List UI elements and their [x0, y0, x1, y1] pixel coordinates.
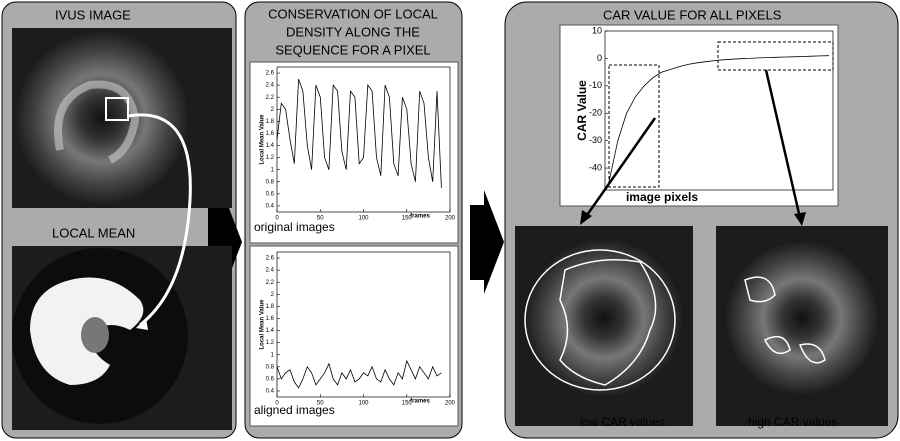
y-tick-label: 1.8 [266, 304, 275, 310]
ivus-image [54, 80, 140, 164]
y-tick-label: 0.8 [266, 364, 275, 370]
y-tick-label: -40 [589, 162, 602, 172]
contour [744, 276, 826, 364]
x-tick-label: 200 [445, 216, 456, 222]
y-tick-label: -30 [589, 135, 602, 145]
x-axis-label: frames [410, 214, 430, 220]
x-tick-label: 100 [358, 216, 369, 222]
y-axis-label: Local Mean Value [260, 299, 266, 350]
y-axis-label: CAR Value [575, 80, 589, 141]
y-tick-label: 1 [271, 352, 275, 358]
y-tick-label: -20 [589, 108, 602, 118]
ivus-image [14, 30, 190, 206]
contour [524, 249, 676, 391]
high-car-image [724, 240, 880, 396]
y-tick-label: 1.2 [266, 340, 275, 346]
local-mean-image [81, 317, 109, 353]
data-line [276, 78, 442, 188]
highlight-box [717, 41, 834, 71]
y-tick-label: 1.4 [266, 143, 275, 149]
y-tick-label: 0.6 [266, 376, 275, 382]
x-tick-label: 100 [358, 401, 369, 407]
y-tick-label: 1 [271, 167, 275, 173]
data-line [276, 359, 442, 389]
panel-title: DENSITY ALONG THE [286, 24, 420, 39]
data-line [608, 55, 830, 182]
chart-background [559, 24, 839, 207]
x-tick-label: 200 [445, 401, 456, 407]
x-axis-label: image pixels [626, 190, 698, 204]
x-tick-label: 0 [275, 401, 279, 407]
y-tick-label: 0.8 [266, 179, 275, 185]
arrow [470, 190, 504, 294]
y-tick-label: 2.4 [266, 268, 275, 274]
low-car-image [524, 238, 684, 398]
panel-title: IVUS IMAGE [55, 7, 131, 22]
x-tick-label: 50 [317, 401, 324, 407]
panel-title: CAR VALUE FOR ALL PIXELS [603, 7, 782, 22]
pointer-arrow [794, 212, 806, 226]
link-arrow [127, 113, 192, 327]
pointer-arrow [580, 210, 592, 225]
y-tick-label: 1.6 [266, 316, 275, 322]
middle-panel: CONSERVATION OF LOCAL DENSITY ALONG THE SE… [249, 6, 459, 427]
y-tick-label: 2 [271, 292, 275, 298]
y-tick-label: 0.4 [266, 389, 275, 395]
y-tick-label: 1.6 [266, 131, 275, 137]
chart-background [249, 245, 459, 427]
y-tick-label: -10 [589, 80, 602, 90]
pointer-arrow [764, 69, 802, 219]
y-tick-label: 1.4 [266, 328, 275, 334]
chart-caption: aligned images [254, 403, 335, 417]
y-tick-label: 1.2 [266, 155, 275, 161]
plot-frame [604, 30, 834, 191]
caption: high CAR values [748, 415, 837, 429]
panel-title: SEQUENCE FOR A PIXEL [275, 42, 430, 57]
y-tick-label: 2.6 [266, 71, 275, 77]
panel-subtitle: LOCAL MEAN [52, 225, 135, 240]
y-axis-label: Local Mean Value [260, 114, 266, 165]
y-tick-label: 0 [597, 53, 602, 63]
x-tick-label: 50 [317, 216, 324, 222]
y-tick-label: 0.4 [266, 204, 275, 210]
y-tick-label: 10 [592, 25, 602, 35]
right-panel: 10 0 -10 -20 -30 -40 CAR Value image pixels [559, 24, 839, 207]
y-tick-label: 2 [271, 107, 275, 113]
y-tick-label: 2.6 [266, 256, 275, 262]
highlight-box [608, 64, 660, 188]
y-tick-label: 0.6 [266, 191, 275, 197]
x-axis-label: frames [410, 399, 430, 405]
link-arrow [136, 318, 148, 330]
y-tick-label: 2.2 [266, 95, 275, 101]
y-tick-label: 1.8 [266, 119, 275, 125]
panel-title: CONSERVATION OF LOCAL [268, 6, 438, 21]
y-tick-label: 2.2 [266, 280, 275, 286]
x-tick-label: 0 [275, 216, 279, 222]
chart-caption: original images [254, 220, 335, 234]
roi-box [105, 97, 129, 121]
contour [559, 259, 657, 386]
chart-background [249, 61, 459, 244]
y-tick-label: 2.4 [266, 83, 275, 89]
caption: low CAR values [580, 415, 665, 429]
x-tick-label: 150 [402, 216, 413, 222]
pointer-arrow [583, 117, 657, 219]
x-tick-label: 150 [402, 401, 413, 407]
